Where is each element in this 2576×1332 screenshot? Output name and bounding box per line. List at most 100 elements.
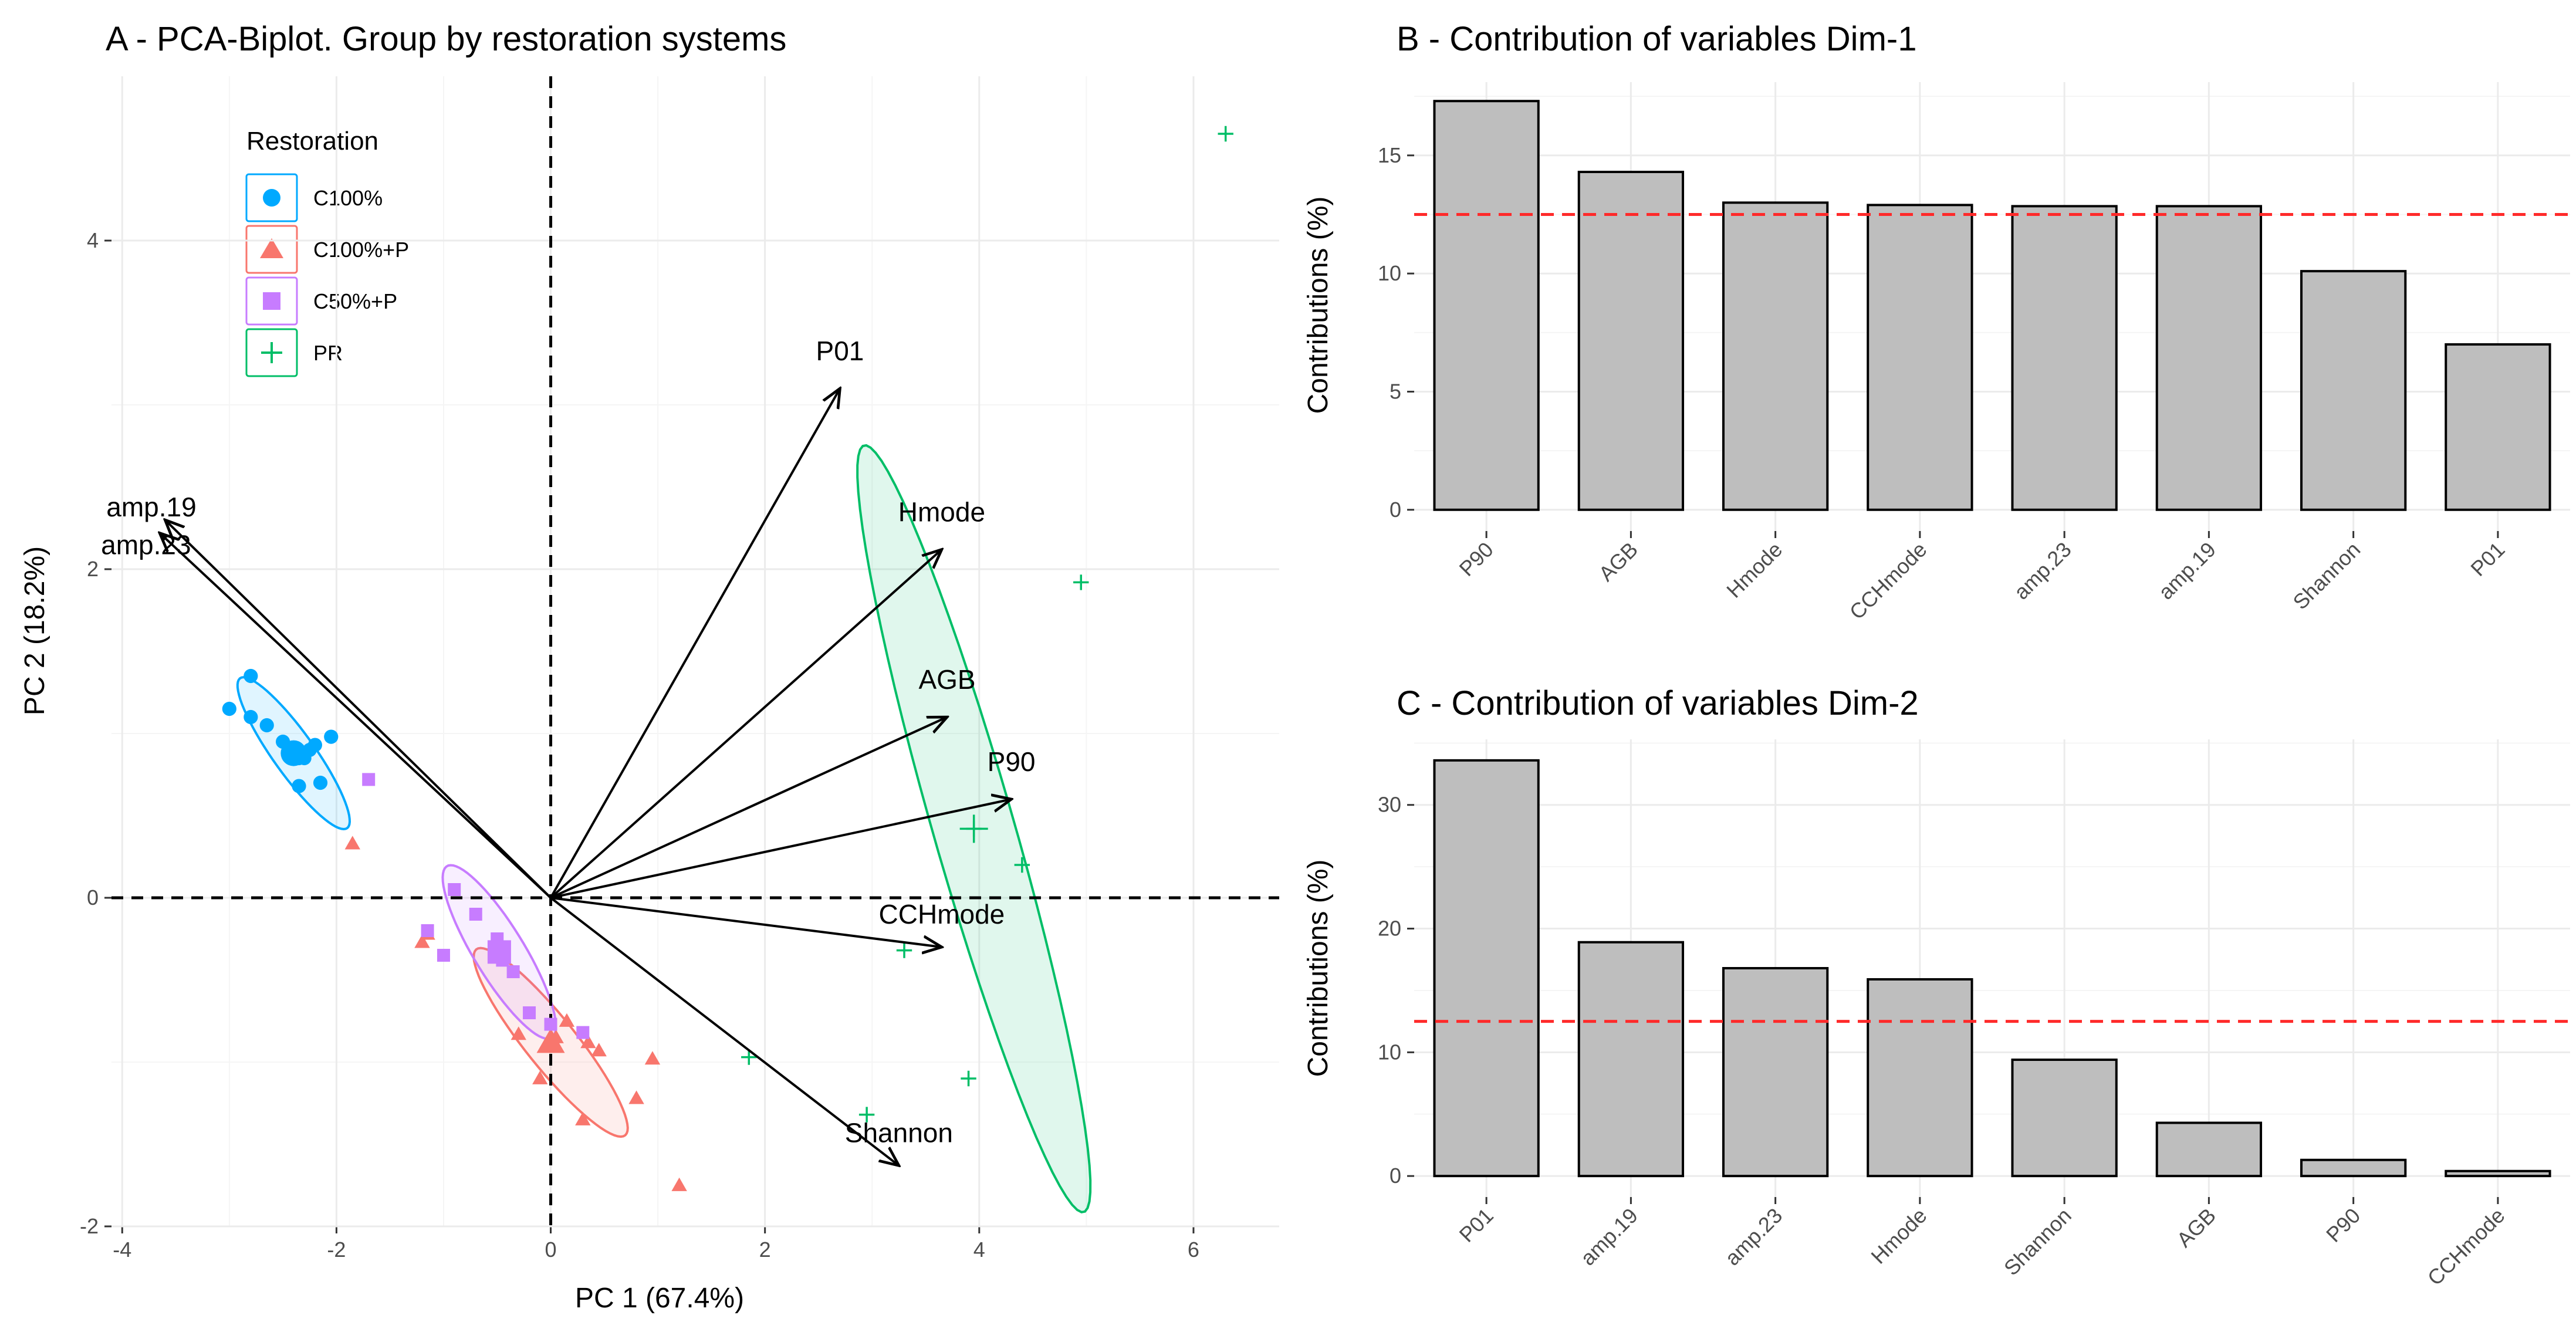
dim2-bar-P01	[1433, 759, 1540, 1178]
group-mean-point-3	[959, 814, 988, 843]
data-point-1-5	[559, 1013, 575, 1027]
data-point-1-8	[644, 1051, 661, 1065]
data-point-1-11	[532, 1070, 548, 1084]
data-point-2-4	[437, 949, 450, 962]
data-point-1-10	[575, 1111, 591, 1125]
data-point-3-2	[1014, 857, 1030, 873]
data-point-1-7	[580, 1035, 596, 1049]
loading-arrow-Shannon	[550, 897, 899, 1165]
legend-entry-c100p: C100%+P	[245, 225, 409, 274]
data-point-2-7	[506, 965, 520, 978]
loading-arrow-Hmode	[550, 549, 942, 899]
data-point-2-3	[421, 924, 434, 937]
loading-arrow-CCHmode	[550, 897, 942, 947]
dim2-bar-P90	[2300, 1158, 2407, 1178]
y-tick-label: 10	[1378, 1040, 1401, 1064]
data-point-3-3	[961, 1070, 976, 1087]
legend-square-icon	[263, 292, 280, 310]
data-point-1-6	[591, 1043, 607, 1057]
legend-circle-icon	[263, 189, 280, 207]
data-point-2-1	[448, 883, 461, 896]
x-tick-label: -4	[113, 1238, 131, 1262]
dim1-bar-amp.23	[2011, 205, 2118, 511]
panel-a-title: A - PCA-Biplot. Group by restoration sys…	[106, 20, 786, 58]
variable-label-amp.19: amp.19	[106, 492, 196, 522]
variable-label-Hmode: Hmode	[898, 496, 985, 527]
dim2-bar-Shannon	[2011, 1059, 2118, 1178]
data-point-1-12	[671, 1177, 687, 1191]
y-tick-label: 20	[1378, 917, 1401, 941]
loading-arrow-amp.23	[160, 533, 552, 899]
panel-a-x-axis-title: PC 1 (67.4%)	[575, 1283, 744, 1314]
loading-arrow-P01	[549, 388, 840, 898]
dim2-bar-Hmode	[1867, 978, 1973, 1178]
data-point-2-10	[576, 1026, 590, 1039]
y-tick-label: 0	[87, 885, 99, 910]
variable-label-P90: P90	[988, 746, 1036, 777]
variable-label-CCHmode: CCHmode	[879, 899, 1005, 929]
data-point-3-5	[741, 1049, 757, 1065]
loading-arrow-amp.19	[165, 520, 552, 899]
group-mean-point-2	[487, 940, 511, 964]
legend-label-c50p: C50%+P	[313, 289, 397, 313]
dim2-bar-amp.19	[1577, 941, 1685, 1178]
x-tick-label: -2	[327, 1238, 346, 1262]
dim2-bar-CCHmode	[2445, 1169, 2551, 1178]
pca-biplot: -4 -2 0 2 4 6 -2 0 2 4 P01 amp.19 amp.23 Hmode AGB P90 C…	[80, 76, 1279, 1262]
data-point-0-0	[244, 668, 258, 684]
legend-cross-icon	[261, 342, 282, 363]
y-tick-label: 4	[87, 228, 99, 252]
dim1-bar-CCHmode	[1867, 204, 1973, 511]
x-tick-label: 2	[759, 1238, 771, 1262]
panel-b-title: B - Contribution of variables Dim-1	[1397, 20, 1916, 58]
dim1-bar-AGB	[1577, 171, 1685, 511]
x-tick-label: 6	[1188, 1238, 1199, 1262]
data-point-3-0	[1218, 126, 1233, 142]
data-point-1-1	[414, 934, 430, 948]
y-tick-label: 5	[1390, 379, 1401, 403]
y-tick-label: -2	[80, 1214, 99, 1238]
dim1-bar-P01	[2445, 343, 2551, 511]
panel-c-y-axis-title: Contributions (%)	[1303, 860, 1334, 1077]
data-point-0-1	[222, 701, 236, 716]
dim1-bar-P90	[1433, 100, 1540, 511]
y-tick-label: 0	[1390, 498, 1401, 522]
y-tick-label: 0	[1390, 1164, 1401, 1188]
data-point-1-0	[344, 836, 360, 850]
loading-arrow-P90	[550, 799, 1012, 899]
y-tick-label: 30	[1378, 793, 1401, 817]
data-point-3-6	[858, 1107, 875, 1123]
data-point-1-9	[628, 1090, 644, 1104]
dim2-bar-amp.23	[1722, 967, 1829, 1178]
legend-entry-c50p: C50%+P	[245, 276, 397, 326]
y-tick-label: 10	[1378, 261, 1401, 285]
variable-label-Shannon: Shannon	[845, 1117, 953, 1148]
data-point-2-8	[523, 1006, 536, 1019]
legend-title: Restoration	[246, 127, 378, 155]
x-tick-label: 0	[545, 1238, 557, 1262]
legend-entry-pr: PR	[245, 328, 343, 377]
data-point-0-10	[292, 779, 306, 793]
y-tick-label: 15	[1378, 143, 1401, 167]
data-point-3-4	[896, 942, 912, 958]
dim1-bar-Shannon	[2300, 270, 2407, 511]
data-point-0-11	[313, 775, 328, 790]
data-point-3-1	[1073, 574, 1089, 590]
legend-label-c100: C100%	[313, 186, 383, 210]
legend-label-c100p: C100%+P	[313, 238, 409, 262]
data-point-0-2	[244, 709, 258, 725]
dim1-bar-Hmode	[1722, 201, 1829, 511]
panel-b-y-axis-title: Contributions (%)	[1303, 197, 1334, 414]
data-point-0-8	[324, 729, 339, 744]
loading-arrow-AGB	[550, 717, 948, 899]
panel-c-title: C - Contribution of variables Dim-2	[1397, 684, 1919, 722]
variable-label-P01: P01	[816, 336, 864, 366]
group-mean-point-1	[536, 1028, 565, 1053]
data-point-2-0	[362, 773, 376, 786]
legend-triangle-icon	[260, 238, 283, 258]
panel-a-y-axis-title: PC 2 (18.2%)	[19, 546, 50, 715]
data-point-0-3	[259, 718, 274, 733]
variable-label-AGB: AGB	[918, 664, 975, 695]
